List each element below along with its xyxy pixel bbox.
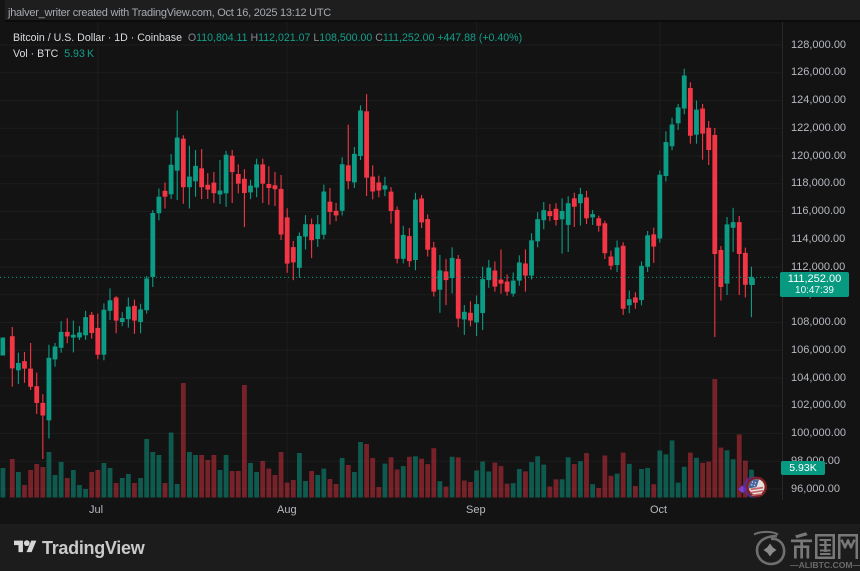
svg-text:—ALIBTC.COM—: —ALIBTC.COM— — [790, 560, 860, 570]
